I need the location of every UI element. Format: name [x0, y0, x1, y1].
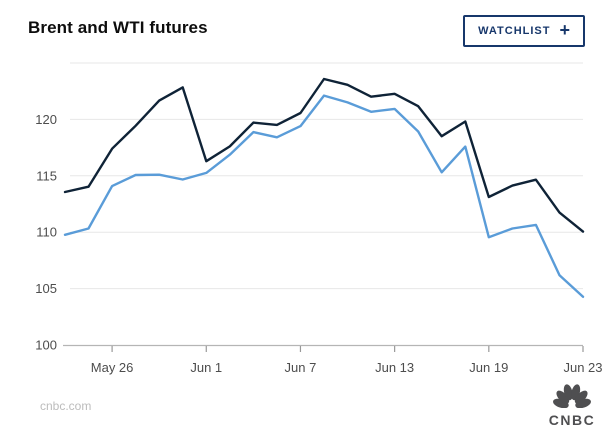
line-chart: 100 105 110 115 120 May 26 Jun 1 Jun 7 Jun 13 Jun… [35, 62, 603, 375]
watchlist-button[interactable]: WATCHLIST + [463, 15, 585, 47]
x-axis-label: Jun 1 [190, 360, 222, 375]
wti-line [63, 94, 585, 298]
x-axis-label: Jun 13 [375, 360, 414, 375]
plus-icon: + [559, 20, 570, 40]
x-axis-label: May 26 [91, 360, 134, 375]
source-credit: cnbc.com [40, 399, 92, 413]
y-axis-label-115: 115 [36, 168, 57, 183]
y-axis-label-100: 100 [35, 338, 57, 353]
brent-line [63, 77, 585, 233]
cnbc-logo-text: CNBC [548, 412, 596, 428]
y-axis-label-120: 120 [35, 112, 57, 127]
x-axis-label: Jun 23 [563, 360, 602, 375]
y-axis-label-105: 105 [35, 281, 57, 296]
cnbc-logo: CNBC [544, 381, 600, 428]
y-axis-label-110: 110 [36, 225, 57, 240]
page-title: Brent and WTI futures [28, 18, 208, 37]
cnbc-peacock-icon [553, 384, 591, 409]
x-axis-label: Jun 19 [469, 360, 508, 375]
watchlist-button-label: WATCHLIST [478, 25, 551, 37]
x-axis-label: Jun 7 [285, 360, 317, 375]
